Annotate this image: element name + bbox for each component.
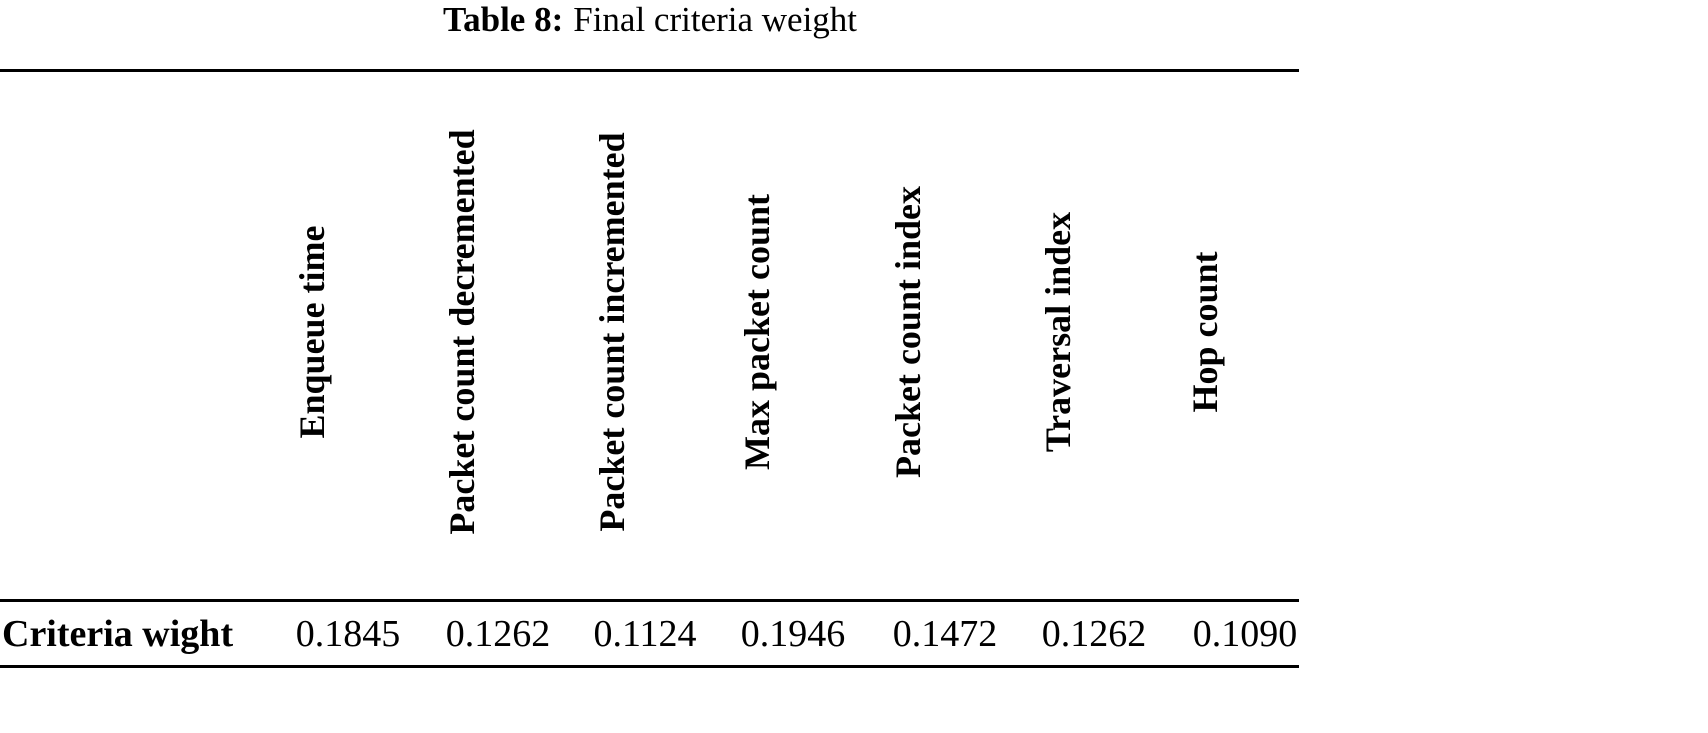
row-label: Criteria wight xyxy=(2,613,234,655)
cell-value: 0.1845 xyxy=(295,613,401,655)
caption-label: Table 8: xyxy=(442,0,564,39)
header-rule xyxy=(0,599,1299,602)
column-header: Packet count incremented xyxy=(592,132,632,532)
cell-value: 0.1124 xyxy=(593,613,697,655)
cell-value: 0.1262 xyxy=(1041,613,1147,655)
bottom-rule xyxy=(0,665,1299,668)
column-header: Traversal index xyxy=(1038,211,1078,453)
cell-value: 0.1090 xyxy=(1192,613,1298,655)
caption-text: Final criteria weight xyxy=(573,0,858,39)
column-header: Enqueue time xyxy=(292,225,332,439)
column-header: Max packet count xyxy=(737,194,777,470)
table-caption: Table 8: Final criteria weight xyxy=(0,0,1300,40)
cell-value: 0.1946 xyxy=(740,613,846,655)
column-header: Packet count decremented xyxy=(442,129,482,535)
cell-value: 0.1472 xyxy=(892,613,998,655)
column-header: Hop count xyxy=(1185,251,1225,413)
top-rule xyxy=(0,69,1299,72)
cell-value: 0.1262 xyxy=(445,613,551,655)
column-header: Packet count index xyxy=(888,186,928,478)
